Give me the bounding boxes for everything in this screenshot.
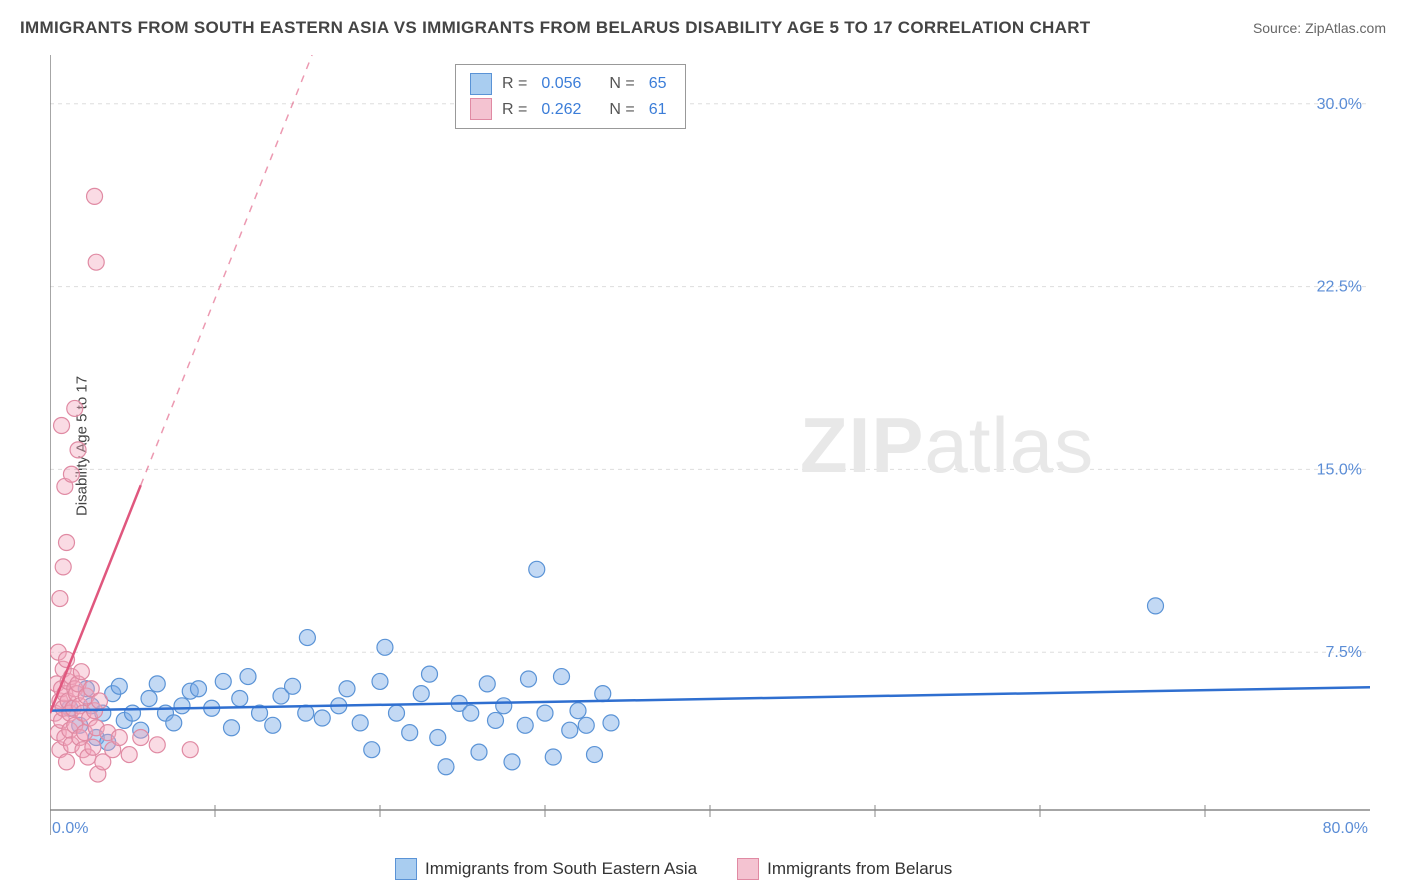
stats-legend-row: R = 0.262 N = 61 bbox=[470, 97, 671, 123]
svg-text:80.0%: 80.0% bbox=[1323, 820, 1368, 835]
svg-text:30.0%: 30.0% bbox=[1317, 96, 1362, 113]
r-value: 0.262 bbox=[541, 97, 581, 123]
r-value: 0.056 bbox=[541, 71, 581, 97]
r-label: R = bbox=[502, 97, 527, 123]
source-attribution: Source: ZipAtlas.com bbox=[1253, 20, 1386, 36]
stats-legend-row: R = 0.056 N = 65 bbox=[470, 71, 671, 97]
header: IMMIGRANTS FROM SOUTH EASTERN ASIA VS IM… bbox=[20, 18, 1386, 38]
series-name: Immigrants from South Eastern Asia bbox=[425, 859, 697, 879]
legend-swatch bbox=[470, 73, 492, 95]
legend-swatch bbox=[470, 98, 492, 120]
svg-text:22.5%: 22.5% bbox=[1317, 279, 1362, 296]
legend-swatch bbox=[395, 858, 417, 880]
series-name: Immigrants from Belarus bbox=[767, 859, 952, 879]
scatter-chart: 7.5% 15.0% 22.5% 30.0% 0.0% 80.0% bbox=[50, 55, 1370, 835]
chart-title: IMMIGRANTS FROM SOUTH EASTERN ASIA VS IM… bbox=[20, 18, 1090, 38]
svg-text:15.0%: 15.0% bbox=[1317, 461, 1362, 478]
n-value: 65 bbox=[649, 71, 667, 97]
r-label: R = bbox=[502, 71, 527, 97]
svg-text:7.5%: 7.5% bbox=[1326, 644, 1362, 661]
n-label: N = bbox=[609, 71, 634, 97]
stats-legend: R = 0.056 N = 65 R = 0.262 N = 61 bbox=[455, 64, 686, 129]
series-legend-item: Immigrants from South Eastern Asia bbox=[395, 858, 697, 880]
series-legend-item: Immigrants from Belarus bbox=[737, 858, 952, 880]
svg-text:0.0%: 0.0% bbox=[52, 820, 88, 835]
n-value: 61 bbox=[649, 97, 667, 123]
series-legend: Immigrants from South Eastern Asia Immig… bbox=[395, 858, 952, 880]
n-label: N = bbox=[609, 97, 634, 123]
legend-swatch bbox=[737, 858, 759, 880]
